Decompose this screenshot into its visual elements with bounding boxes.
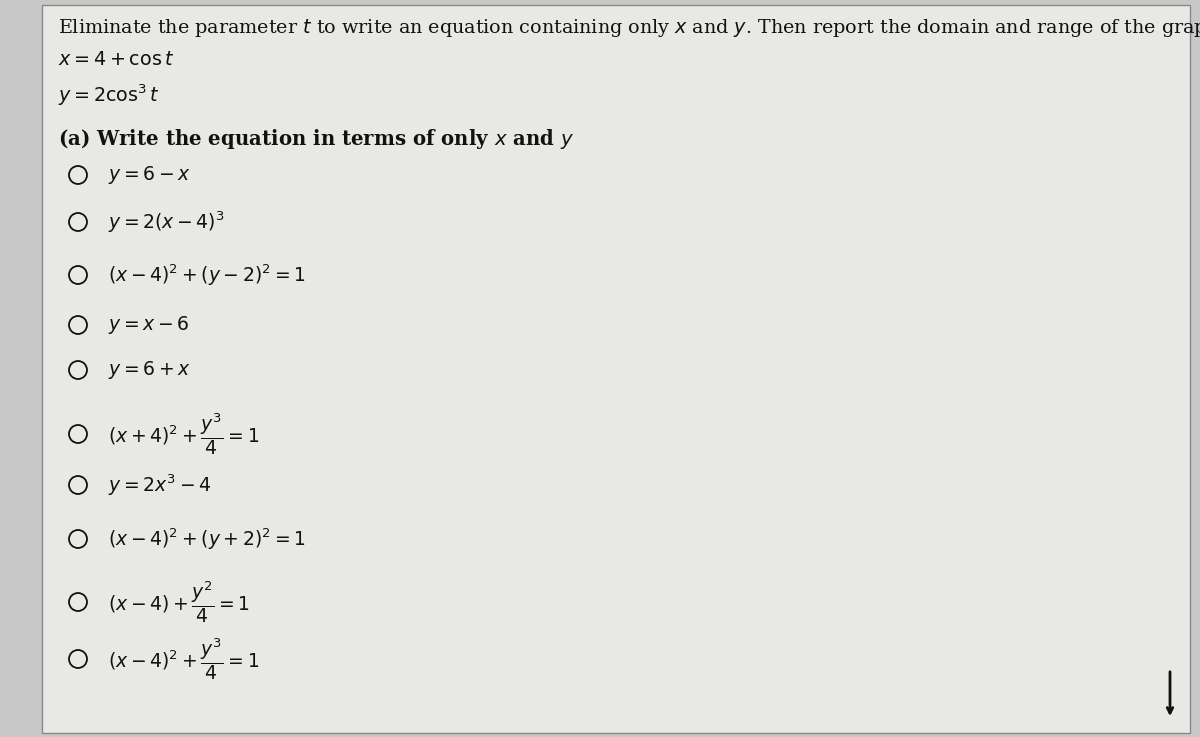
Text: $y = 6 - x$: $y = 6 - x$ [108, 164, 191, 186]
Text: $y = x - 6$: $y = x - 6$ [108, 314, 190, 336]
Text: $(x + 4)^2 + \dfrac{y^3}{4} = 1$: $(x + 4)^2 + \dfrac{y^3}{4} = 1$ [108, 411, 259, 457]
Text: $y = 2x^3 - 4$: $y = 2x^3 - 4$ [108, 472, 211, 497]
Text: $y = 2(x - 4)^3$: $y = 2(x - 4)^3$ [108, 209, 224, 235]
FancyBboxPatch shape [42, 5, 1190, 733]
Text: $(x - 4)^2 + \dfrac{y^3}{4} = 1$: $(x - 4)^2 + \dfrac{y^3}{4} = 1$ [108, 636, 259, 682]
Text: $(x - 4)^2 + (y - 2)^2 = 1$: $(x - 4)^2 + (y - 2)^2 = 1$ [108, 262, 306, 287]
Text: $y = 6 + x$: $y = 6 + x$ [108, 359, 191, 381]
Text: Eliminate the parameter $t$ to write an equation containing only $x$ and $y$. Th: Eliminate the parameter $t$ to write an … [58, 17, 1200, 39]
Text: $(x - 4)^2 + (y + 2)^2 = 1$: $(x - 4)^2 + (y + 2)^2 = 1$ [108, 526, 306, 552]
Text: $(x - 4) + \dfrac{y^2}{4} = 1$: $(x - 4) + \dfrac{y^2}{4} = 1$ [108, 579, 250, 625]
Text: (a) Write the equation in terms of only $x$ and $y$: (a) Write the equation in terms of only … [58, 127, 575, 151]
Text: $x = 4 + \cos t$: $x = 4 + \cos t$ [58, 51, 174, 69]
Text: $y = 2\cos^3 t$: $y = 2\cos^3 t$ [58, 82, 160, 108]
